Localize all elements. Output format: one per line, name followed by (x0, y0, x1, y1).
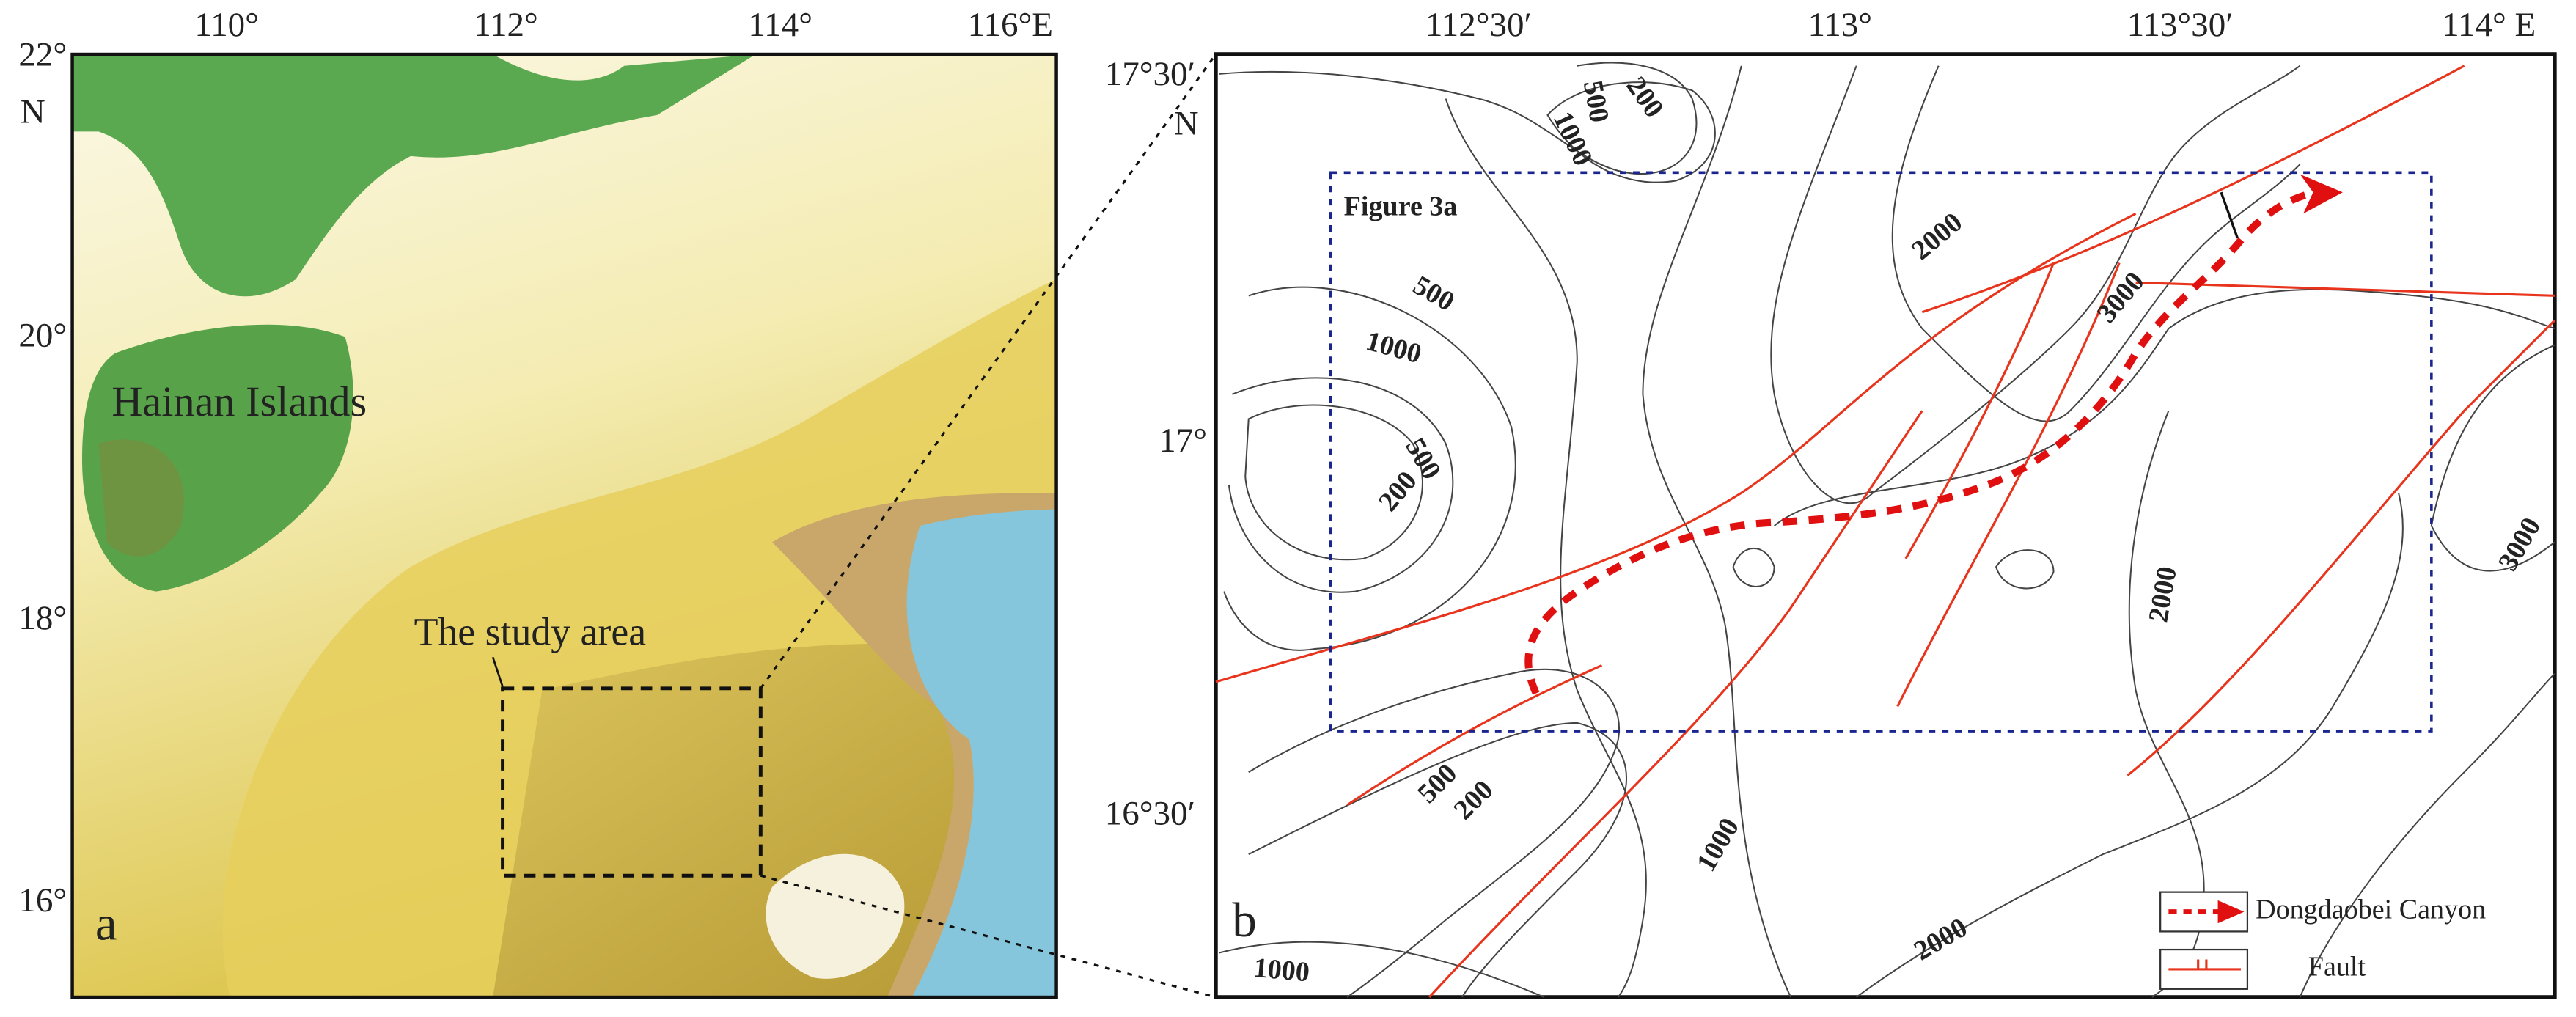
panel-label: a (95, 895, 117, 950)
legend-swatch (2217, 900, 2245, 924)
lat-tick: 22° (18, 35, 67, 73)
contour (1770, 65, 2301, 504)
lon-tick: 112°30′ (1425, 6, 1532, 44)
contour (1228, 377, 1454, 593)
mainland (72, 54, 756, 297)
figure-3a-box (1329, 171, 2433, 733)
lat-tick: 18° (18, 599, 67, 637)
contour (1445, 98, 1647, 998)
lat-unit: N (21, 93, 45, 131)
lat-tick: 17°30′ (1105, 55, 1195, 93)
fault (1215, 212, 2137, 683)
connector (760, 874, 1217, 999)
lat-tick: 20° (18, 316, 67, 354)
lon-tick: 113°30′ (2127, 6, 2234, 44)
canyon (1524, 188, 2318, 695)
fault (2127, 319, 2555, 776)
contour (2430, 344, 2555, 572)
study-area-box (501, 686, 763, 878)
contour (1995, 549, 2055, 590)
frame-a (70, 52, 1058, 999)
pointer (491, 656, 504, 688)
legend: Dongdaobei Canyon Fault (2159, 891, 2486, 990)
pointer (2220, 191, 2239, 239)
lat-tick: 16°30′ (1105, 794, 1195, 832)
contours (1219, 62, 2555, 998)
fault (1921, 65, 2465, 314)
faults (1215, 65, 2555, 999)
contour (1248, 668, 1621, 998)
lon-tick: 114° E (2442, 6, 2536, 44)
place-label: The study area (414, 609, 647, 653)
fault (1896, 262, 2121, 708)
contour (1891, 65, 2301, 422)
lat-tick: 17° (1159, 422, 1207, 460)
deep-sea (906, 509, 1057, 998)
legend-swatch (2168, 959, 2241, 971)
contour (1546, 81, 1716, 183)
contour (1732, 548, 1775, 587)
contour (1856, 492, 2404, 998)
canyon-arrow (2300, 174, 2343, 214)
place-label: Hainan Islands (111, 378, 367, 425)
fault (1346, 664, 1603, 807)
panel-label: b (1232, 892, 1257, 947)
bathymetry-map (72, 54, 1057, 998)
contour (1774, 288, 2555, 526)
fault (1904, 262, 2055, 559)
lon-tick: 114° (748, 6, 812, 44)
lon-tick: 113° (1808, 6, 1872, 44)
contour (1219, 941, 1545, 998)
legend-label: Dongdaobei Canyon (2256, 894, 2486, 925)
contour (1223, 286, 1516, 651)
legend-label: Fault (2308, 952, 2366, 983)
lat-unit: N (1174, 104, 1199, 142)
lon-tick: 116°E (968, 6, 1053, 44)
contour-label: 500 (1577, 78, 1615, 125)
contour-label: 1000 (1252, 952, 1311, 988)
deep-slope (493, 643, 1057, 998)
frame-b (1214, 52, 2557, 999)
contour (1248, 722, 1628, 998)
lon-tick: 110° (194, 6, 259, 44)
fault (1428, 410, 1923, 999)
hainan-highland (98, 439, 184, 557)
contour (1244, 404, 1423, 561)
contour (1642, 65, 1791, 998)
lon-tick: 112° (474, 6, 538, 44)
connector (760, 54, 1217, 689)
contour (1219, 62, 1698, 175)
box-label: Figure 3a (1344, 191, 1458, 221)
lat-tick: 16° (18, 881, 67, 919)
contour (2299, 672, 2555, 998)
seamount (766, 853, 905, 979)
